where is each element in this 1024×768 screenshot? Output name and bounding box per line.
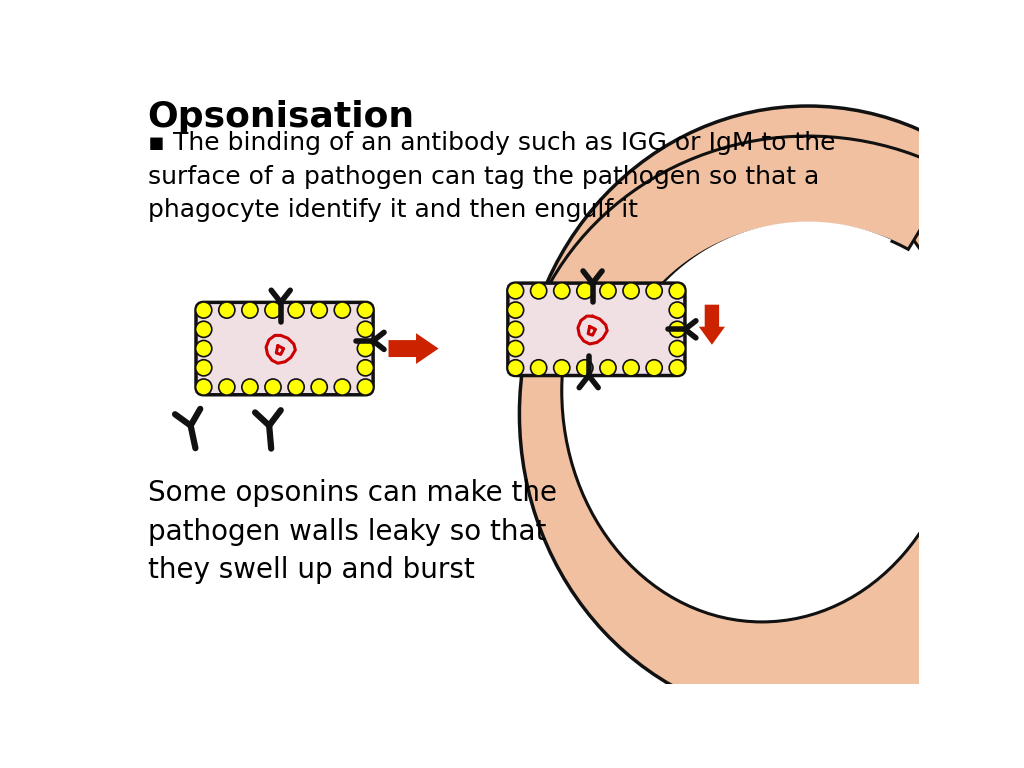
Ellipse shape: [562, 160, 963, 622]
Circle shape: [554, 283, 569, 299]
Circle shape: [311, 302, 328, 318]
Circle shape: [265, 379, 282, 396]
Polygon shape: [543, 136, 954, 333]
Circle shape: [669, 302, 685, 318]
Text: they swell up and burst: they swell up and burst: [147, 557, 474, 584]
Circle shape: [265, 302, 282, 318]
Circle shape: [508, 359, 523, 376]
Polygon shape: [388, 333, 438, 364]
Polygon shape: [698, 305, 725, 345]
Text: phagocyte identify it and then engulf it: phagocyte identify it and then engulf it: [147, 198, 638, 223]
Circle shape: [196, 321, 212, 337]
Circle shape: [242, 379, 258, 396]
Text: pathogen walls leaky so that: pathogen walls leaky so that: [147, 518, 546, 546]
Ellipse shape: [519, 106, 1024, 722]
Circle shape: [219, 379, 234, 396]
Circle shape: [669, 340, 685, 356]
Circle shape: [196, 340, 212, 356]
Text: Opsonisation: Opsonisation: [147, 100, 415, 134]
Circle shape: [623, 359, 639, 376]
Circle shape: [196, 359, 212, 376]
Circle shape: [196, 379, 212, 396]
Circle shape: [311, 379, 328, 396]
Circle shape: [357, 321, 374, 337]
Polygon shape: [638, 222, 891, 357]
Circle shape: [646, 359, 663, 376]
Circle shape: [577, 359, 593, 376]
Circle shape: [646, 283, 663, 299]
Circle shape: [508, 340, 523, 356]
FancyBboxPatch shape: [196, 303, 373, 395]
Circle shape: [242, 302, 258, 318]
Circle shape: [357, 340, 374, 356]
Circle shape: [623, 283, 639, 299]
Circle shape: [530, 283, 547, 299]
Circle shape: [669, 321, 685, 337]
Text: surface of a pathogen can tag the pathogen so that a: surface of a pathogen can tag the pathog…: [147, 164, 819, 188]
Circle shape: [288, 379, 304, 396]
Text: Some opsonins can make the: Some opsonins can make the: [147, 479, 556, 508]
Circle shape: [334, 379, 350, 396]
Circle shape: [530, 359, 547, 376]
Circle shape: [357, 302, 374, 318]
Circle shape: [196, 302, 212, 318]
Circle shape: [334, 302, 350, 318]
Circle shape: [669, 283, 685, 299]
Circle shape: [600, 283, 616, 299]
Text: ▪ The binding of an antibody such as IGG or IgM to the: ▪ The binding of an antibody such as IGG…: [147, 131, 835, 154]
Circle shape: [577, 283, 593, 299]
Circle shape: [554, 359, 569, 376]
Circle shape: [357, 359, 374, 376]
Circle shape: [288, 302, 304, 318]
Circle shape: [600, 359, 616, 376]
FancyBboxPatch shape: [508, 283, 685, 376]
Circle shape: [669, 359, 685, 376]
Circle shape: [508, 302, 523, 318]
Circle shape: [508, 283, 523, 299]
Circle shape: [508, 321, 523, 337]
Circle shape: [357, 379, 374, 396]
Circle shape: [219, 302, 234, 318]
